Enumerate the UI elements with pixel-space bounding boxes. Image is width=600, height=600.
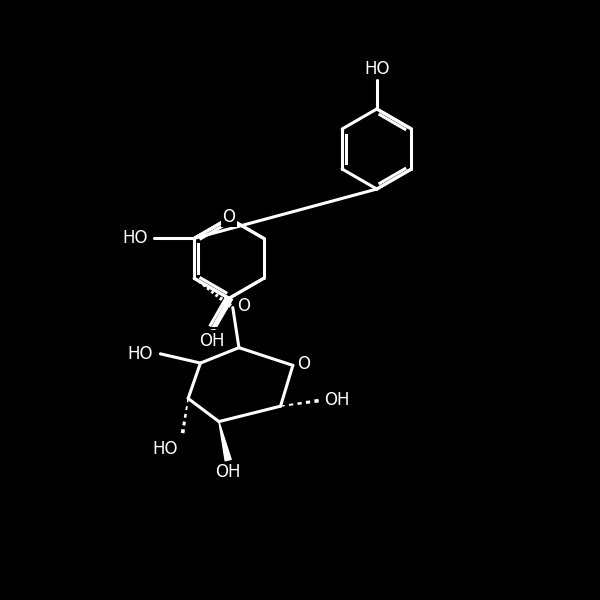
Text: HO: HO	[127, 345, 153, 363]
Text: HO: HO	[152, 440, 178, 458]
Text: O: O	[237, 297, 250, 315]
Text: O: O	[206, 328, 219, 346]
Text: HO: HO	[364, 60, 389, 78]
Text: OH: OH	[324, 391, 349, 409]
Text: OH: OH	[215, 463, 241, 481]
Text: HO: HO	[122, 229, 148, 247]
Text: OH: OH	[199, 332, 225, 350]
Text: O: O	[223, 208, 235, 226]
Text: O: O	[297, 355, 310, 373]
Polygon shape	[219, 422, 231, 461]
